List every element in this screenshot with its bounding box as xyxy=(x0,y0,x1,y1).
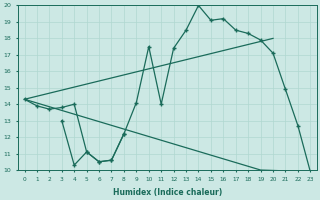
X-axis label: Humidex (Indice chaleur): Humidex (Indice chaleur) xyxy=(113,188,222,197)
